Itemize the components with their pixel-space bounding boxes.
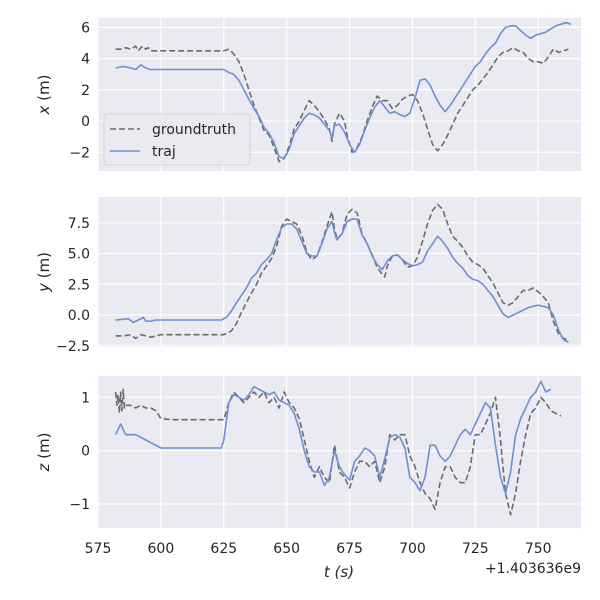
- x-offset-label: +1.403636e9: [485, 561, 581, 577]
- series-line-traj: [115, 21, 572, 160]
- y-axis-label: y (m): [35, 252, 53, 293]
- series-line-traj: [115, 218, 569, 343]
- x-tick-label: 675: [336, 541, 363, 557]
- x-tick-label: 575: [85, 541, 112, 557]
- y-tick-label: 5.0: [68, 247, 90, 263]
- y-tick-label: −1: [69, 497, 90, 513]
- y-axis-label: z (m): [35, 433, 53, 473]
- y-axis-label: x (m): [35, 75, 53, 116]
- panel-2: −2.5 0.0 2.5 5.0 7.5 y (m): [35, 197, 581, 355]
- y-tick-label: 4: [81, 52, 90, 68]
- plot-background: [98, 197, 581, 347]
- y-tick-label: 1: [81, 390, 90, 406]
- y-tick-label: 0: [81, 114, 90, 130]
- legend-label-traj: traj: [152, 144, 176, 160]
- x-tick-label: 650: [273, 541, 300, 557]
- y-tick-label: 0.0: [68, 308, 90, 324]
- y-tick-label: 2: [81, 83, 90, 99]
- legend: groundtruth traj: [103, 113, 251, 166]
- y-tick-label: 7.5: [68, 216, 90, 232]
- series-line-traj: [114, 380, 552, 495]
- y-tick-label: −2: [69, 145, 90, 161]
- x-tick-label: 750: [525, 541, 552, 557]
- x-tick-label: 700: [399, 541, 426, 557]
- y-tick-label: 6: [81, 20, 90, 36]
- y-tick-label: −2.5: [56, 339, 90, 355]
- x-axis-label: t (s): [324, 563, 354, 581]
- plot-background: [98, 376, 581, 528]
- panel-1: −2 0 2 4 6 x (m) groundtruth traj: [35, 18, 581, 171]
- legend-label-groundtruth: groundtruth: [152, 122, 236, 138]
- legend-box: [103, 113, 251, 166]
- x-tick-label: 625: [210, 541, 237, 557]
- series-line-groundtruth: [114, 388, 562, 516]
- x-tick-label: 725: [462, 541, 489, 557]
- y-tick-label: 2.5: [68, 277, 90, 293]
- series-line-groundtruth: [115, 203, 569, 341]
- x-tick-label: 600: [148, 541, 175, 557]
- panels: −2 0 2 4 6 x (m) groundtruth traj −2.5 0.0 2.5 5.0 7…: [35, 18, 581, 557]
- panel-3: 575 600 625 650 675 700 725 750 −1 0 1 z (m): [35, 376, 581, 557]
- y-tick-label: 0: [81, 444, 90, 460]
